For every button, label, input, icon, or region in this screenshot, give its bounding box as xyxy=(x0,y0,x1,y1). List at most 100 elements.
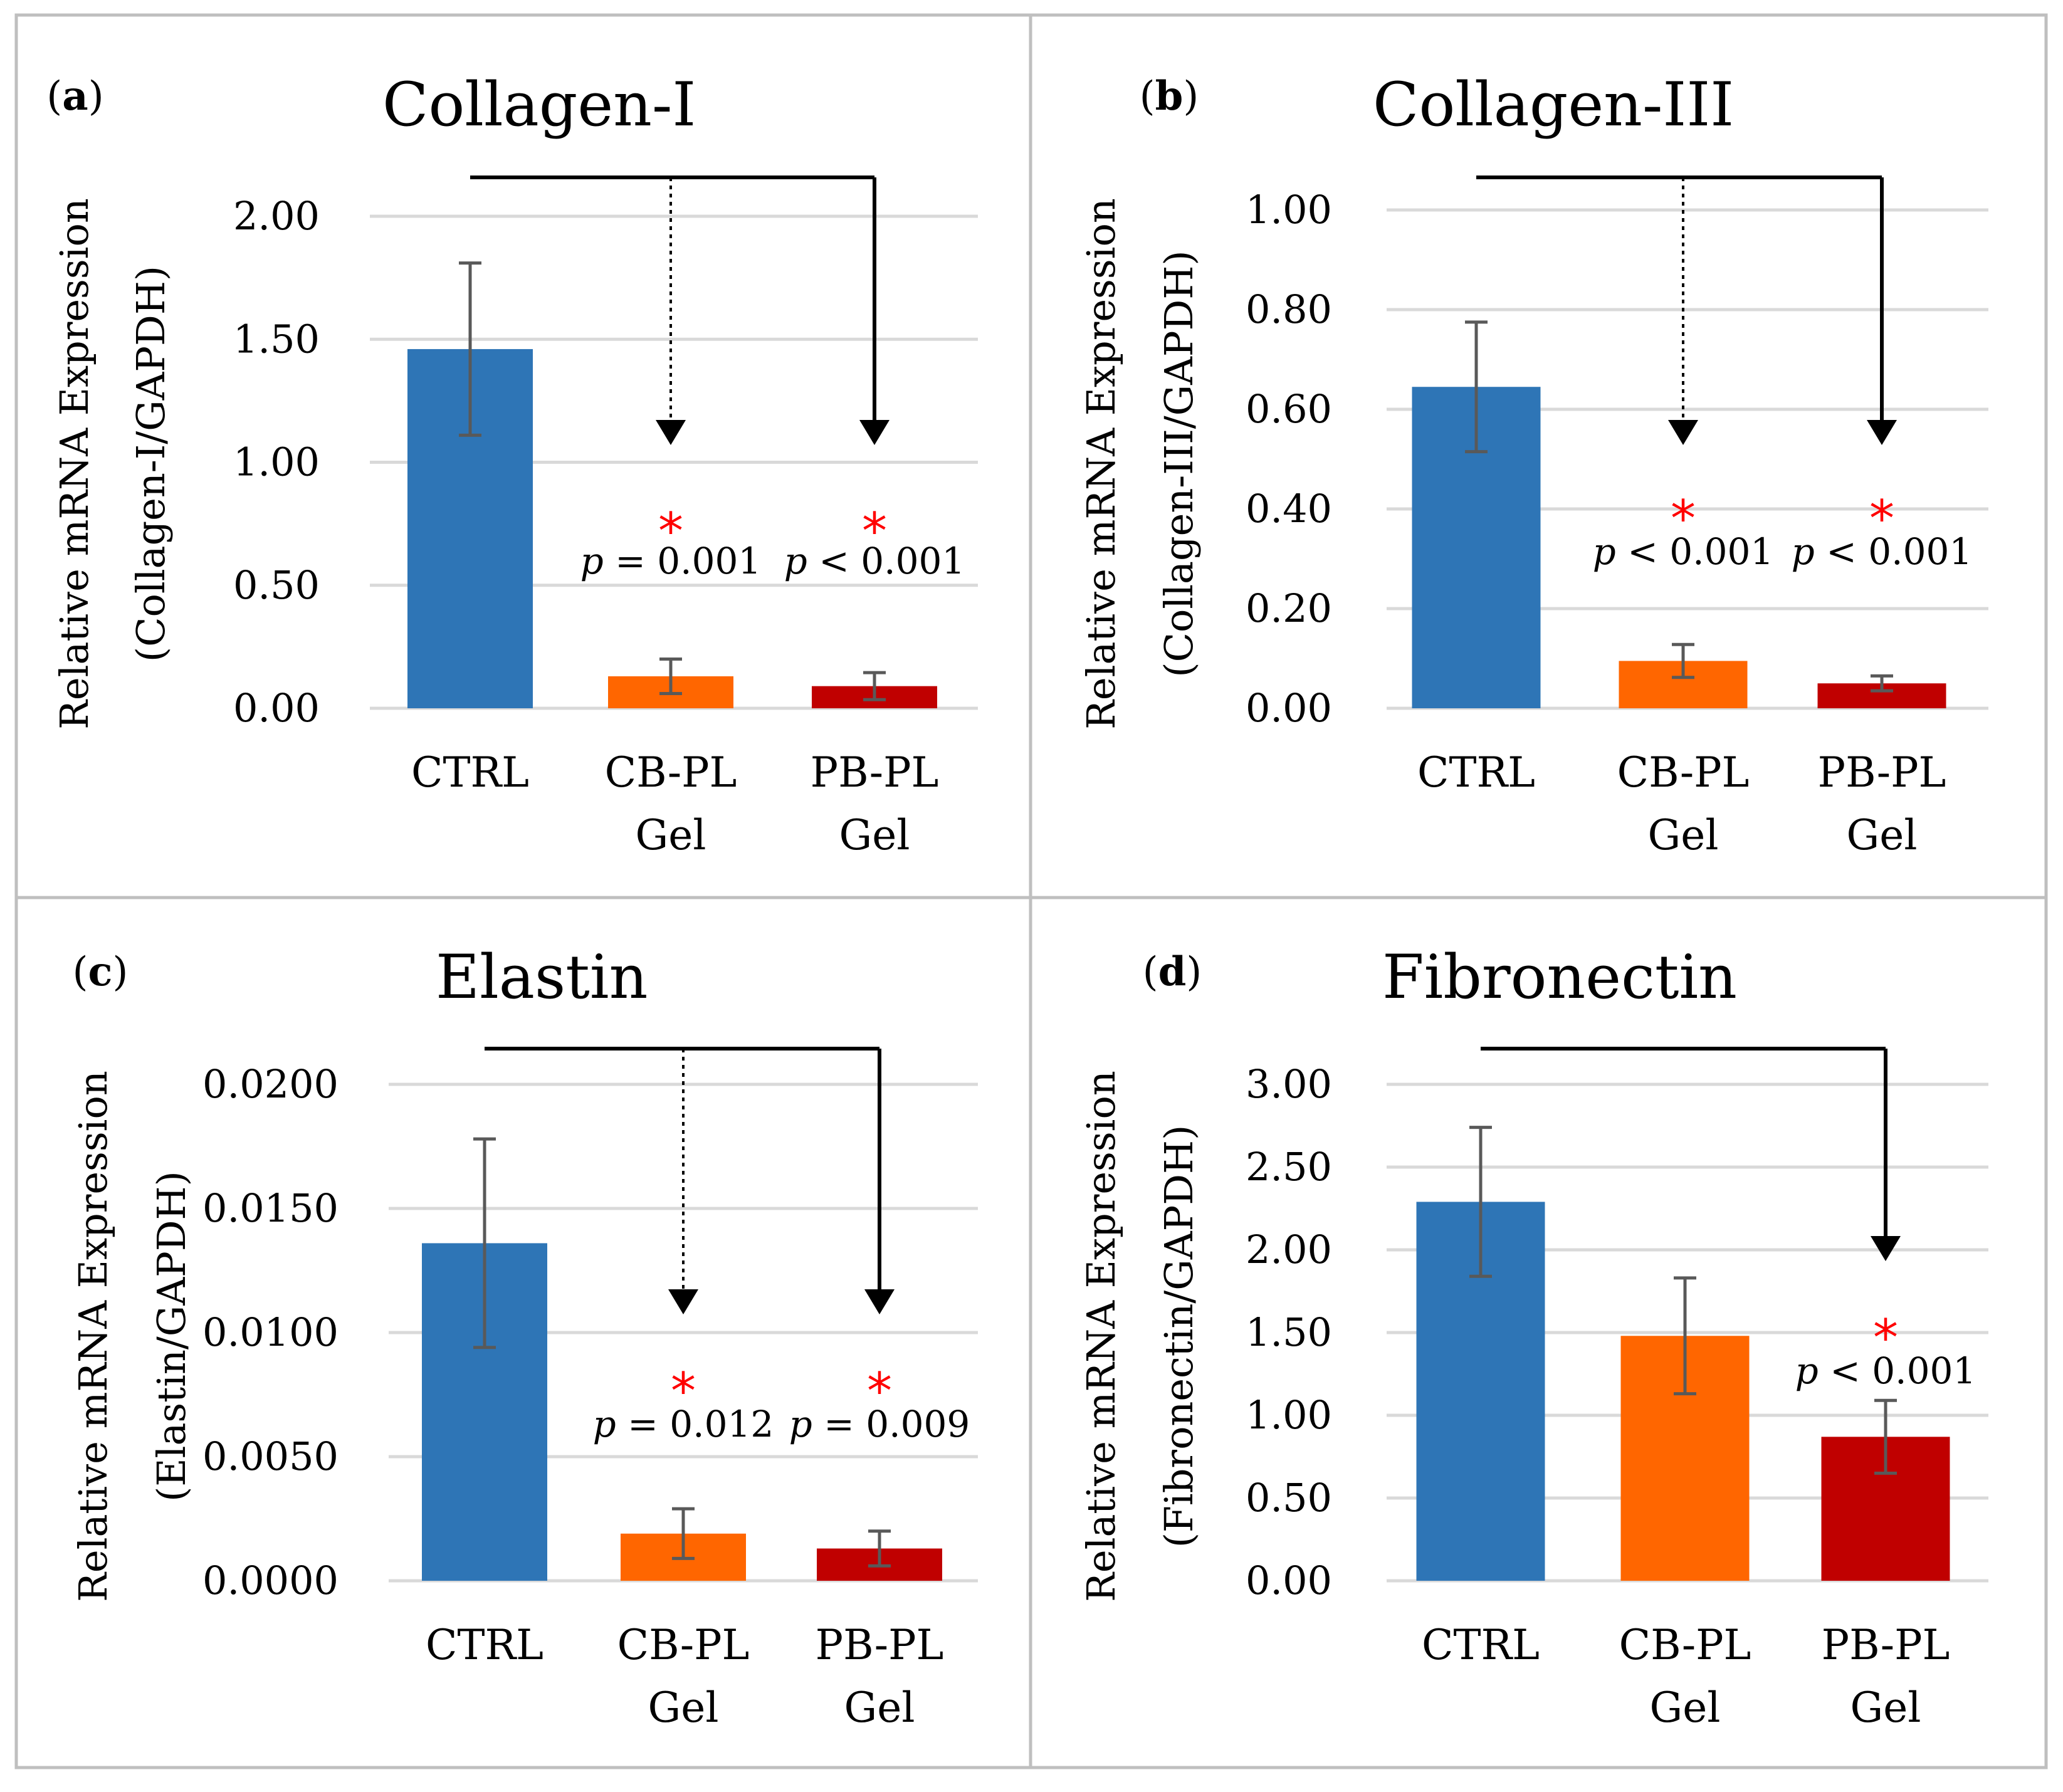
p-value-symbol: p xyxy=(1792,530,1815,573)
x-tick-label: CB-PL xyxy=(617,1621,750,1669)
y-axis-label-line1: Relative mRNA Expression xyxy=(70,1071,116,1602)
y-axis-label-line1: Relative mRNA Expression xyxy=(1078,198,1124,730)
y-tick-label: 1.00 xyxy=(233,439,320,485)
y-axis-label-line2: (Elastin/GAPDH) xyxy=(149,1171,194,1502)
p-value-symbol: p xyxy=(789,1403,812,1445)
x-tick-label: Gel xyxy=(648,1684,719,1732)
x-tick-label: PB-PL xyxy=(816,1621,944,1669)
p-value-label: p < 0.001 xyxy=(1593,530,1774,573)
y-tick-label: 1.50 xyxy=(233,316,320,362)
panel-label-letter: d xyxy=(1158,948,1187,995)
panel-label-open-paren: ( xyxy=(1143,949,1158,995)
panel-label: (a) xyxy=(46,73,103,120)
y-tick-label: 0.0200 xyxy=(202,1061,339,1107)
y-tick-label: 0.00 xyxy=(1246,685,1332,731)
y-axis-label-line2: (Collagen-III/GAPDH) xyxy=(1156,250,1202,677)
p-value-text: = 0.009 xyxy=(812,1403,970,1445)
p-value-text: < 0.001 xyxy=(807,540,965,582)
p-value-symbol: p xyxy=(1593,530,1616,573)
chart-panel-3: (c) Elastin Relative mRNA Expression (Elast… xyxy=(70,942,978,1732)
arrowhead-icon xyxy=(1867,420,1897,445)
p-value-label: p = 0.009 xyxy=(789,1403,970,1445)
p-value-symbol: p xyxy=(580,540,604,582)
chart-title: Collagen-III xyxy=(1373,70,1734,140)
significance-star: * xyxy=(867,1362,892,1420)
p-value-text: = 0.001 xyxy=(604,540,762,582)
y-axis-label-line2: (Fibronectin/GAPDH) xyxy=(1156,1125,1202,1548)
x-tick-label: CB-PL xyxy=(1619,1621,1751,1669)
significance-star: * xyxy=(671,1362,696,1420)
y-tick-label: 0.00 xyxy=(1246,1558,1332,1603)
arrowhead-icon xyxy=(864,1289,895,1314)
panel-label-open-paren: ( xyxy=(73,949,88,995)
x-tick-label: CTRL xyxy=(411,748,529,797)
y-tick-label: 0.60 xyxy=(1246,386,1332,432)
arrowhead-icon xyxy=(656,420,686,445)
chart-panel-4: (d) Fibronectin Relative mRNA Expression (F… xyxy=(1078,942,1988,1732)
y-tick-label: 0.0100 xyxy=(202,1309,339,1355)
x-tick-label: CB-PL xyxy=(1617,748,1750,797)
y-tick-label: 0.80 xyxy=(1246,286,1332,332)
x-tick-label: Gel xyxy=(1648,811,1719,859)
x-tick-label: Gel xyxy=(1850,1684,1921,1732)
panel-label-letter: c xyxy=(88,948,113,995)
y-tick-label: 2.50 xyxy=(1246,1144,1332,1190)
arrowhead-icon xyxy=(1871,1236,1901,1261)
p-value-label: p < 0.001 xyxy=(1795,1349,1976,1392)
chart-panel-2: (b) Collagen-III Relative mRNA Expression (… xyxy=(1078,70,1988,859)
p-value-text: < 0.001 xyxy=(1819,1349,1976,1392)
y-tick-label: 1.00 xyxy=(1246,187,1332,233)
y-tick-label: 0.0150 xyxy=(202,1185,339,1231)
panel-label-close-paren: ) xyxy=(112,949,128,995)
y-axis-label-line2: (Collagen-I/GAPDH) xyxy=(128,266,174,662)
y-axis-label-line1: Relative mRNA Expression xyxy=(1078,1071,1124,1602)
y-axis-label-line1: Relative mRNA Expression xyxy=(51,198,97,730)
y-tick-label: 0.20 xyxy=(1246,585,1332,631)
y-tick-label: 0.50 xyxy=(1246,1475,1332,1521)
significance-star: * xyxy=(862,502,887,560)
y-tick-label: 2.00 xyxy=(233,193,320,239)
p-value-text: = 0.012 xyxy=(616,1403,774,1445)
y-tick-label: 0.40 xyxy=(1246,486,1332,532)
x-tick-label: PB-PL xyxy=(811,748,939,797)
significance-star: * xyxy=(1869,490,1894,548)
p-value-symbol: p xyxy=(593,1403,616,1445)
chart-panel-1: (a) Collagen-I Relative mRNA Expression (Co… xyxy=(46,70,978,859)
x-tick-label: CTRL xyxy=(426,1621,543,1669)
x-tick-label: Gel xyxy=(1847,811,1918,859)
y-tick-label: 1.00 xyxy=(1246,1392,1332,1438)
panel-label: (d) xyxy=(1143,948,1202,995)
panel-label-letter: b xyxy=(1155,73,1184,120)
x-tick-label: CTRL xyxy=(1422,1621,1540,1669)
x-tick-label: CTRL xyxy=(1417,748,1535,797)
panel-label-close-paren: ) xyxy=(88,73,104,120)
significance-star: * xyxy=(658,502,683,560)
panel-label-close-paren: ) xyxy=(1183,73,1199,120)
panel-label: (b) xyxy=(1140,73,1199,120)
x-tick-label: Gel xyxy=(844,1684,915,1732)
arrowhead-icon xyxy=(1668,420,1698,445)
y-tick-label: 1.50 xyxy=(1246,1309,1332,1355)
panel-label-open-paren: ( xyxy=(46,73,62,120)
p-value-label: p = 0.001 xyxy=(580,540,762,582)
y-tick-label: 0.0050 xyxy=(202,1433,339,1479)
x-tick-label: Gel xyxy=(839,811,910,859)
arrowhead-icon xyxy=(859,420,890,445)
x-tick-label: PB-PL xyxy=(1818,748,1946,797)
p-value-text: < 0.001 xyxy=(1815,530,1973,573)
panel-label-letter: a xyxy=(62,73,88,120)
x-tick-label: Gel xyxy=(636,811,706,859)
y-tick-label: 0.00 xyxy=(233,685,320,731)
p-value-symbol: p xyxy=(784,540,807,582)
y-tick-label: 0.50 xyxy=(233,562,320,608)
significance-star: * xyxy=(1671,490,1696,548)
p-value-label: p < 0.001 xyxy=(1792,530,1973,573)
p-value-text: < 0.001 xyxy=(1616,530,1774,573)
x-tick-label: PB-PL xyxy=(1822,1621,1950,1669)
x-tick-label: Gel xyxy=(1650,1684,1721,1732)
panel-label-open-paren: ( xyxy=(1140,73,1155,120)
significance-star: * xyxy=(1873,1309,1898,1367)
panel-label: (c) xyxy=(73,948,129,995)
chart-title: Collagen-I xyxy=(382,70,696,140)
